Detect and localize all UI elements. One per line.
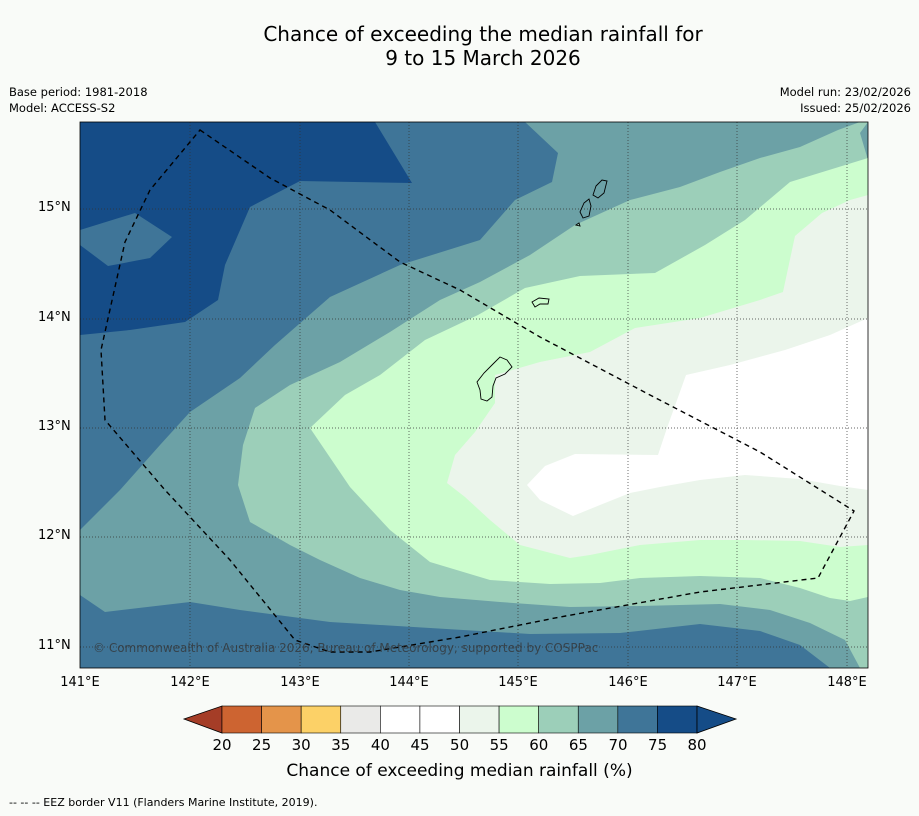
region-above-80-northwest bbox=[80, 122, 412, 335]
issued-date: Issued: 25/02/2026 bbox=[800, 101, 911, 115]
colorbar-label: Chance of exceeding median rainfall (%) bbox=[286, 761, 633, 781]
colorbar-cell bbox=[419, 705, 460, 734]
map-frame bbox=[79, 121, 869, 669]
colorbar-tick: 40 bbox=[370, 736, 390, 754]
lon-label-141: 141°E bbox=[60, 675, 100, 690]
colorbar-tick: 50 bbox=[450, 736, 470, 754]
colorbar-cell bbox=[617, 705, 658, 734]
lon-label-146: 146°E bbox=[608, 675, 648, 690]
lon-label-148: 148°E bbox=[827, 675, 867, 690]
colorbar-tick: 20 bbox=[212, 736, 232, 754]
colorbar-cell bbox=[657, 705, 698, 734]
model-run: Model run: 23/02/2026 bbox=[779, 85, 911, 99]
island-saipan bbox=[592, 179, 608, 199]
base-period: Base period: 1981-2018 bbox=[9, 85, 148, 99]
model-name: Model: ACCESS-S2 bbox=[9, 101, 116, 115]
lat-label-14: 14°N bbox=[38, 310, 71, 325]
lon-label-147: 147°E bbox=[717, 675, 757, 690]
colorbar-cells bbox=[221, 705, 698, 734]
colorbar bbox=[182, 705, 738, 734]
colorbar-cell bbox=[459, 705, 500, 734]
colorbar-tick: 65 bbox=[568, 736, 588, 754]
lon-label-142: 142°E bbox=[170, 675, 210, 690]
colorbar-low-extension bbox=[182, 705, 223, 734]
colorbar-tick: 55 bbox=[489, 736, 509, 754]
lon-label-143: 143°E bbox=[280, 675, 320, 690]
lon-label-144: 144°E bbox=[389, 675, 429, 690]
meta-right: Model run: 23/02/2026 Issued: 25/02/2026 bbox=[780, 84, 911, 116]
island-rota bbox=[531, 297, 550, 308]
map-title: Chance of exceeding the median rainfall … bbox=[0, 22, 919, 70]
colorbar-cell bbox=[261, 705, 302, 734]
colorbar-cell bbox=[577, 705, 619, 734]
colorbar-cell bbox=[380, 705, 421, 734]
lat-label-15: 15°N bbox=[38, 200, 71, 215]
title-line-1: Chance of exceeding the median rainfall … bbox=[263, 22, 703, 46]
colorbar-tick: 80 bbox=[687, 736, 707, 754]
lat-label-11: 11°N bbox=[38, 638, 71, 653]
lon-label-145: 145°E bbox=[498, 675, 538, 690]
colorbar-tick: 25 bbox=[252, 736, 272, 754]
eez-footnote: -- -- -- EEZ border V11 (Flanders Marine… bbox=[9, 796, 318, 809]
colorbar-cell bbox=[498, 705, 539, 734]
island-guam bbox=[476, 356, 513, 402]
meta-left: Base period: 1981-2018 Model: ACCESS-S2 bbox=[9, 84, 148, 116]
colorbar-tick: 35 bbox=[331, 736, 351, 754]
colorbar-tick: 70 bbox=[608, 736, 628, 754]
colorbar-tick: 45 bbox=[410, 736, 430, 754]
colorbar-cell bbox=[538, 705, 579, 734]
colorbar-cell bbox=[221, 705, 262, 734]
contour-regions bbox=[80, 122, 868, 668]
colorbar-tick: 30 bbox=[291, 736, 311, 754]
lat-label-13: 13°N bbox=[38, 419, 71, 434]
colorbar-cell bbox=[300, 705, 342, 734]
gridlines bbox=[80, 122, 868, 668]
colorbar-tick: 75 bbox=[648, 736, 668, 754]
island-tinian bbox=[579, 198, 592, 219]
colorbar-cell bbox=[340, 705, 381, 734]
colorbar-high-extension bbox=[696, 705, 738, 734]
region-45-55 bbox=[527, 318, 868, 516]
copyright-notice: © Commonwealth of Australia 2026, Bureau… bbox=[93, 641, 599, 655]
colorbar-tick: 60 bbox=[529, 736, 549, 754]
lat-label-12: 12°N bbox=[38, 528, 71, 543]
title-line-2: 9 to 15 March 2026 bbox=[385, 46, 581, 70]
islands bbox=[476, 179, 608, 402]
island-aguijan bbox=[574, 222, 581, 227]
